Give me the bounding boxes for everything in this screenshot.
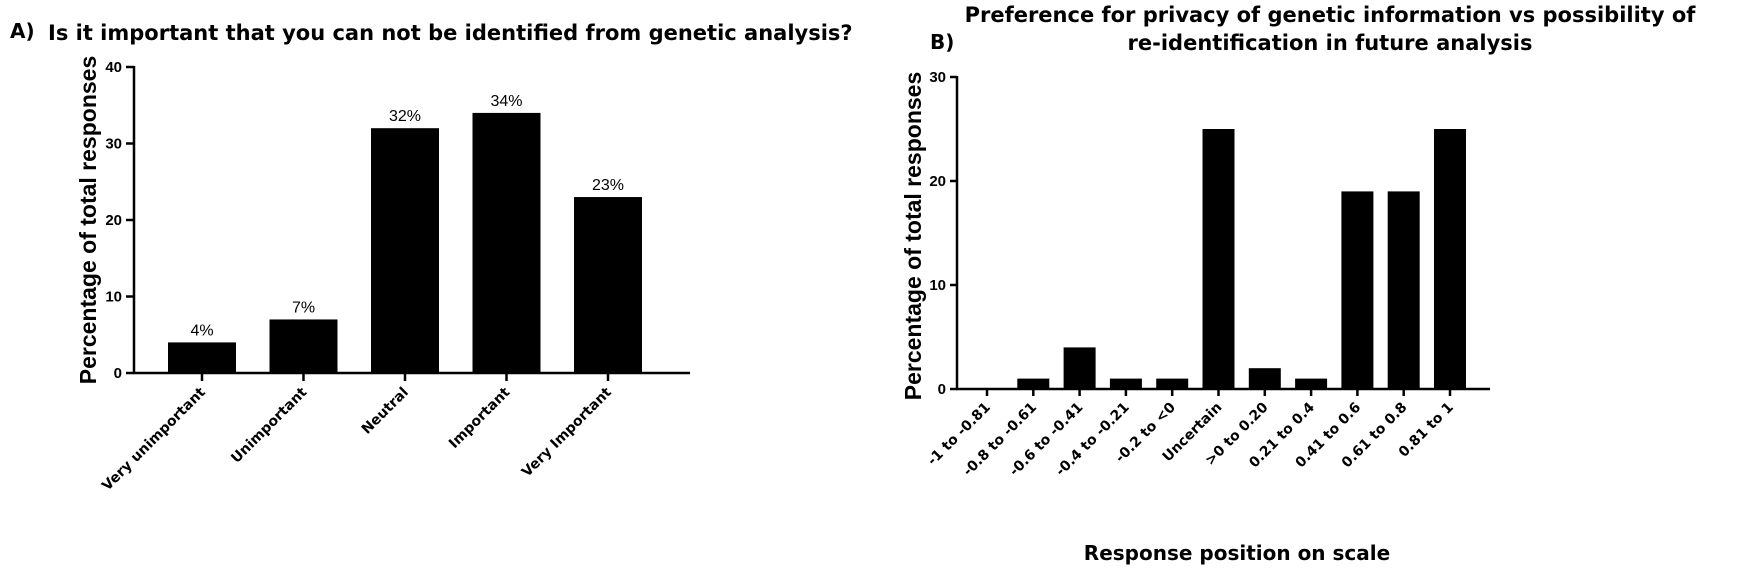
chart-a-bar [472, 112, 541, 374]
chart-a-category-label: Very Important [519, 384, 615, 480]
chart-a-bar [269, 319, 338, 373]
chart-a-category-label: Important [446, 384, 513, 451]
chart-a-category-label: Unimportant [228, 384, 310, 466]
chart-a-data-label: 23% [592, 177, 624, 194]
chart-a-category-label: Very unimportant [99, 384, 209, 494]
chart-b-title-line-2: re-identification in future analysis [1128, 31, 1533, 55]
chart-b-bar [1017, 378, 1050, 389]
chart-b-x-axis-label: Response position on scale [1084, 541, 1390, 565]
chart-a-y-axis-label: Percentage of total responses [75, 56, 101, 385]
chart-b-y-tick-label: 30 [929, 69, 946, 86]
chart-b-y-tick-label: 20 [929, 173, 946, 190]
chart-b-bar [1063, 347, 1096, 389]
chart-b-bar [1434, 129, 1466, 389]
chart-b-bar [1109, 378, 1142, 389]
chart-a-y-tick-label: 20 [105, 212, 122, 229]
chart-b: Preference for privacy of genetic inform… [900, 3, 1696, 565]
chart-b-bar [1387, 191, 1420, 389]
chart-a-data-label: 4% [190, 322, 213, 339]
chart-a-data-label: 32% [389, 108, 421, 125]
panel-b-label: B) [930, 30, 954, 54]
chart-a-data-label: 7% [292, 299, 315, 316]
chart-b-title-line-1: Preference for privacy of genetic inform… [965, 3, 1697, 27]
chart-a-bar [574, 197, 642, 373]
chart-a-y-tick-label: 0 [114, 365, 122, 382]
chart-b-y-axis-label: Percentage of total responses [900, 72, 926, 401]
chart-b-bar [1156, 378, 1189, 389]
chart-b-bar [1202, 129, 1235, 389]
chart-a-bar [168, 342, 236, 373]
chart-b-bar [1248, 368, 1281, 389]
chart-a-category-label: Neutral [359, 385, 412, 438]
chart-b-bar [1295, 378, 1328, 389]
chart-a-y-tick-label: 40 [105, 59, 122, 76]
chart-b-y-tick-label: 0 [938, 381, 946, 398]
panel-a-label: A) [10, 19, 35, 43]
chart-a-y-tick-label: 10 [105, 289, 122, 306]
chart-a-title: Is it important that you can not be iden… [48, 21, 853, 45]
chart-a-data-label: 34% [490, 93, 522, 110]
chart-a-y-tick-label: 30 [105, 136, 122, 153]
chart-a-bar [371, 128, 439, 373]
chart-b-y-tick-label: 10 [929, 277, 946, 294]
chart-b-bar [1341, 191, 1374, 389]
chart-a: Is it important that you can not be iden… [48, 21, 853, 494]
